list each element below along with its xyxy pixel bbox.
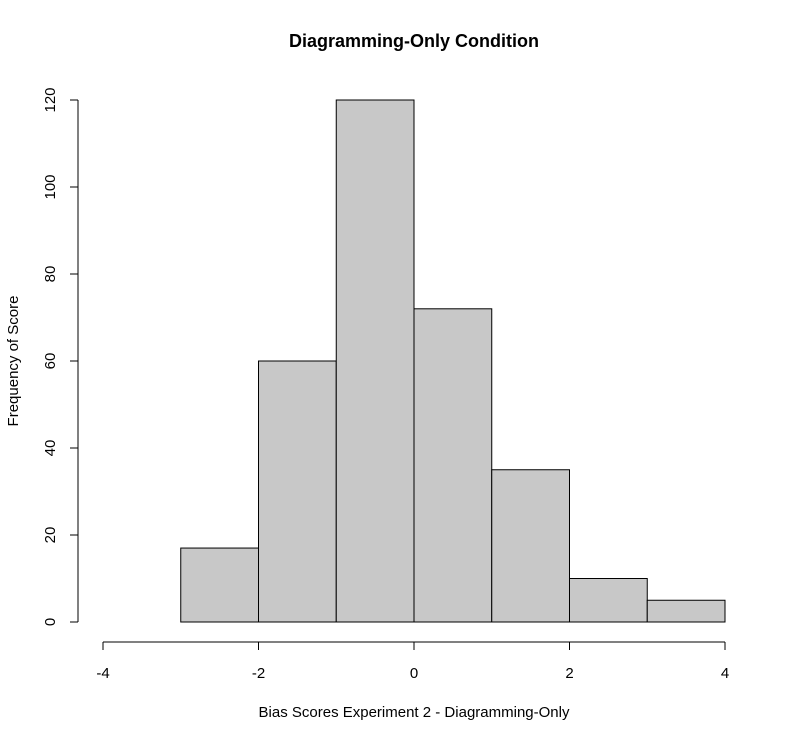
x-tick-label-0: -4 — [96, 665, 109, 682]
y-axis: 0 20 40 60 80 100 120 — [42, 87, 79, 626]
y-axis-label: Frequency of Score — [5, 296, 22, 427]
histogram-bar-1 — [258, 360, 337, 623]
y-tick-label-5: 100 — [42, 174, 59, 199]
histogram-bar-5 — [569, 578, 648, 623]
y-tick-label-0: 0 — [42, 618, 59, 626]
x-axis: -4 -2 0 2 4 — [96, 641, 729, 682]
x-axis-label: Bias Scores Experiment 2 - Diagramming-O… — [259, 704, 570, 721]
y-tick-label-3: 60 — [42, 353, 59, 370]
x-tick-label-1: -2 — [252, 665, 265, 682]
x-tick-label-3: 2 — [565, 665, 573, 682]
x-tick-label-2: 0 — [410, 665, 418, 682]
histogram-bar-4 — [491, 469, 570, 623]
histogram-bar-6 — [646, 599, 726, 623]
chart-title: Diagramming-Only Condition — [289, 31, 539, 51]
y-tick-label-4: 80 — [42, 266, 59, 283]
histogram-bar-2 — [335, 99, 415, 623]
histogram-bar-3 — [413, 308, 493, 623]
x-tick-label-4: 4 — [721, 665, 729, 682]
histogram-bars — [180, 99, 726, 623]
y-tick-label-1: 20 — [42, 527, 59, 544]
histogram-bar-0 — [180, 547, 259, 623]
y-tick-label-2: 40 — [42, 440, 59, 457]
y-tick-label-6: 120 — [42, 87, 59, 112]
